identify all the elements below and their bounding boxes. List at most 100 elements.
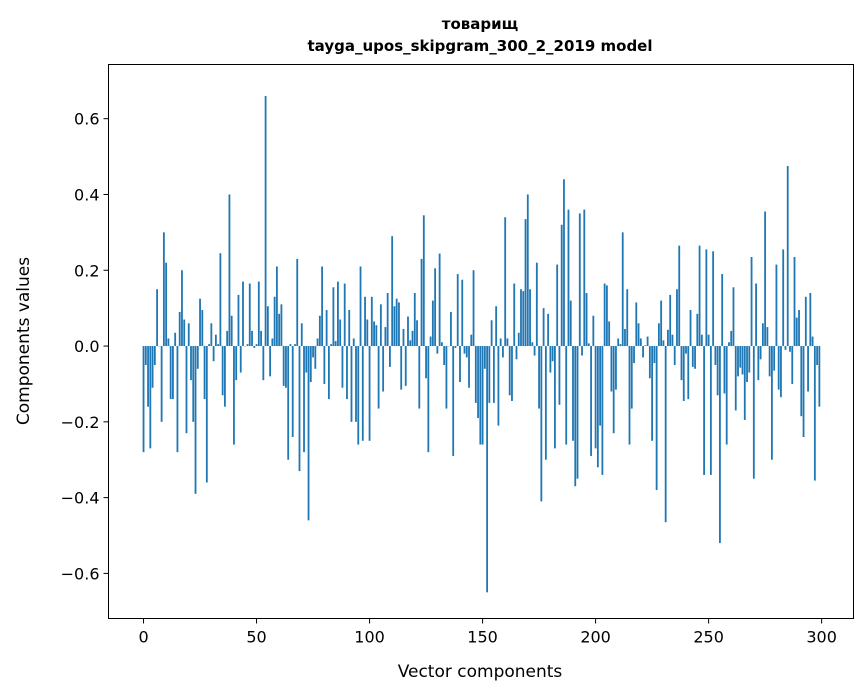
bar-138 [454, 346, 457, 348]
bar-182 [554, 346, 556, 449]
bar-127 [429, 336, 432, 347]
bar-145 [470, 334, 473, 347]
bar-30 [210, 323, 213, 347]
bar-71 [303, 346, 305, 453]
bar-273 [759, 346, 762, 360]
bar-299 [818, 346, 821, 407]
bar-241 [687, 346, 690, 400]
bar-254 [716, 346, 719, 396]
bar-230 [662, 340, 665, 347]
bar-228 [657, 323, 660, 347]
bar-279 [773, 346, 776, 371]
bar-44 [242, 281, 244, 347]
bar-245 [696, 313, 699, 347]
bar-248 [703, 346, 705, 475]
bar-153 [488, 346, 491, 403]
bar-122 [418, 346, 421, 409]
bar-249 [705, 249, 708, 347]
bar-56 [269, 346, 272, 377]
bar-70 [300, 323, 303, 347]
bar-281 [777, 346, 780, 390]
bar-76 [314, 346, 317, 369]
bar-13 [172, 346, 174, 400]
bar-220 [639, 338, 642, 347]
bar-95 [357, 346, 360, 445]
bar-237 [678, 245, 681, 347]
bar-31 [212, 346, 215, 362]
bar-185 [560, 224, 563, 347]
bar-22 [192, 346, 195, 422]
bar-42 [237, 294, 240, 347]
bar-202 [599, 346, 602, 426]
bar-207 [610, 346, 613, 392]
bar-94 [355, 346, 357, 422]
bar-11 [167, 338, 170, 347]
bars [142, 95, 821, 593]
bar-187 [565, 346, 568, 445]
bar-25 [199, 298, 201, 347]
y-tick-label: 0.6 [74, 110, 99, 129]
bar-29 [208, 344, 210, 347]
chart-title: товарищ [442, 15, 518, 33]
y-tick-label: 0.0 [74, 337, 99, 356]
bar-33 [217, 344, 220, 347]
bar-141 [461, 279, 464, 347]
bar-231 [664, 346, 667, 523]
bar-216 [630, 346, 633, 409]
bar-289 [795, 317, 798, 347]
bar-217 [633, 346, 635, 364]
bar-14 [174, 332, 177, 347]
bar-35 [221, 346, 224, 396]
bar-20 [187, 323, 190, 347]
bar-283 [782, 249, 785, 347]
bar-50 [255, 344, 258, 347]
bar-46 [246, 344, 249, 347]
bar-272 [757, 346, 760, 381]
bar-75 [312, 346, 314, 358]
bar-38 [228, 194, 231, 347]
bar-265 [741, 346, 744, 375]
bar-81 [325, 310, 328, 347]
bar-294 [807, 346, 809, 392]
bar-119 [411, 330, 414, 347]
bar-229 [660, 300, 663, 347]
bar-212 [621, 232, 624, 347]
bar-12 [169, 346, 172, 400]
bar-291 [800, 346, 803, 417]
bar-242 [689, 310, 692, 347]
bar-39 [230, 315, 233, 347]
bar-28 [205, 346, 208, 483]
bar-235 [673, 346, 676, 365]
bar-186 [563, 179, 565, 347]
bar-261 [732, 287, 735, 347]
bar-109 [389, 346, 391, 367]
bar-267 [746, 346, 748, 383]
y-tick-label: −0.2 [61, 413, 100, 432]
bar-238 [680, 346, 683, 381]
bar-208 [612, 346, 615, 434]
bar-163 [511, 346, 513, 401]
bar-172 [531, 342, 534, 347]
bar-125 [425, 346, 427, 379]
bar-89 [343, 283, 346, 347]
bar-63 [285, 346, 287, 388]
bar-264 [739, 346, 742, 368]
bar-10 [165, 262, 168, 347]
bar-203 [601, 346, 604, 475]
bar-117 [407, 316, 409, 347]
bar-64 [287, 346, 290, 460]
bar-72 [305, 346, 308, 373]
bar-168 [522, 291, 525, 347]
bar-297 [813, 346, 816, 481]
bar-120 [413, 292, 416, 347]
bar-48 [251, 330, 253, 347]
bar-139 [456, 274, 459, 347]
x-tick-label: 0 [138, 628, 148, 647]
bar-162 [508, 346, 511, 396]
bar-124 [422, 215, 425, 347]
bar-51 [257, 281, 260, 347]
bar-121 [416, 320, 418, 347]
bar-0 [142, 346, 145, 453]
bar-260 [730, 330, 733, 347]
bar-150 [481, 346, 484, 445]
